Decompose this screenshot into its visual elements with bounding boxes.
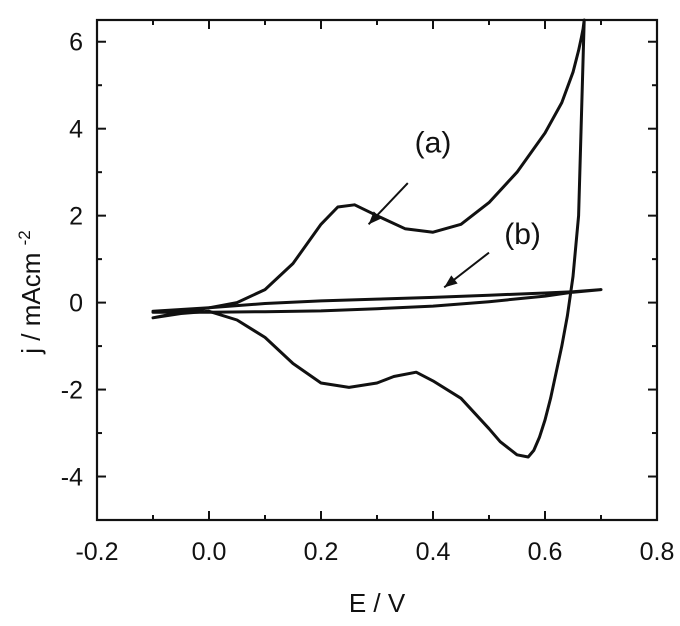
y-axis-ticks: 6 4 2 0 -2 -4 [61, 29, 657, 492]
x-tick-label: 0.6 [528, 538, 563, 566]
annotation-label-a: (a) [415, 127, 452, 160]
x-axis-ticks: -0.2 0.0 0.2 0.4 0.6 0.8 [75, 20, 674, 566]
series-line-b [151, 288, 603, 314]
x-axis-title: E / V [349, 588, 406, 618]
y-tick-label: 2 [69, 203, 83, 231]
annotations-group: (a) (b) [367, 127, 541, 289]
y-axis-title-superscript: -2 [15, 230, 34, 245]
x-tick-label: 0.2 [304, 538, 339, 566]
series-line-a [151, 18, 586, 459]
annotation-arrowhead-a [368, 211, 382, 225]
y-tick-label: 0 [69, 290, 83, 318]
x-tick-label: 0.0 [192, 538, 227, 566]
y-axis-title: j / mAcm -2 [15, 230, 46, 354]
y-tick-label: -2 [61, 377, 83, 405]
x-tick-label: 0.8 [640, 538, 675, 566]
annotation-label-b: (b) [504, 218, 541, 251]
series-group [151, 18, 603, 459]
y-tick-label: 4 [69, 116, 83, 144]
y-tick-label: 6 [69, 29, 83, 57]
x-tick-label: -0.2 [75, 538, 118, 566]
y-tick-label: -4 [61, 464, 83, 492]
x-tick-label: 0.4 [416, 538, 451, 566]
annotation-arrowhead-b [444, 275, 458, 288]
y-axis-title-main: j / mAcm [16, 253, 46, 355]
